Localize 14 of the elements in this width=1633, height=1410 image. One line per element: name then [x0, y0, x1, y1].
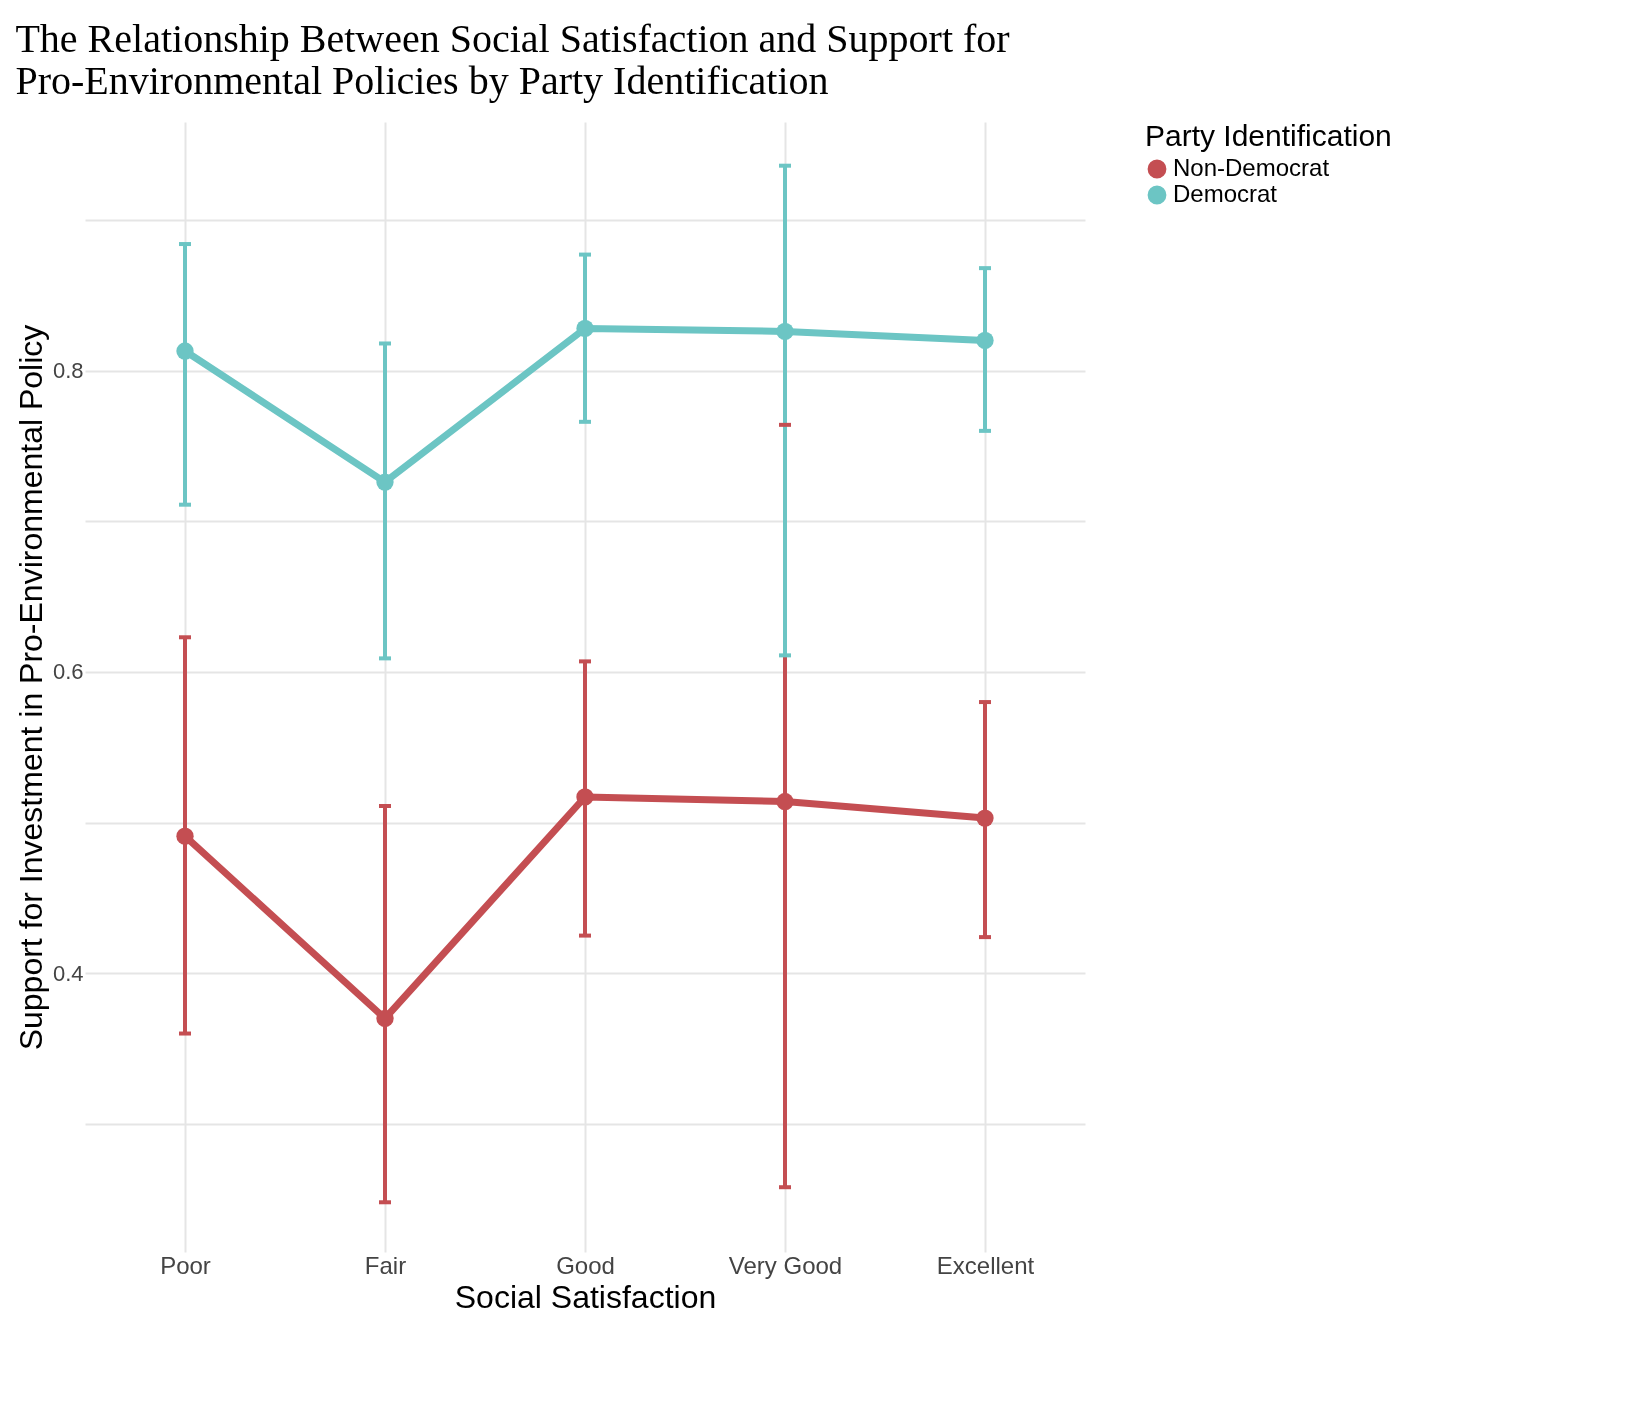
chart-title: The Relationship Between Social Satisfaction and Support for Pro-Environmental Policies by Party Identification — [15, 16, 1010, 103]
y-tick-label: 0.6 — [52, 659, 84, 685]
x-tick-label: Excellent — [936, 1251, 1035, 1279]
y-axis-title: Support for Investment in Pro-Environmental Policy — [12, 324, 49, 1051]
legend-label: Democrat — [1173, 180, 1278, 207]
legend-label: Non-Democrat — [1173, 154, 1330, 181]
x-tick-label: Fair — [364, 1251, 407, 1279]
y-tick-label: 0.8 — [52, 358, 84, 384]
legend-title: Party Identification — [1145, 119, 1392, 152]
x-axis-title: Social Satisfaction — [454, 1278, 717, 1315]
x-tick-label: Very Good — [728, 1251, 843, 1279]
y-tick-label: 0.4 — [52, 960, 84, 986]
x-tick-label: Good — [556, 1251, 615, 1279]
x-tick-label: Poor — [160, 1251, 211, 1279]
